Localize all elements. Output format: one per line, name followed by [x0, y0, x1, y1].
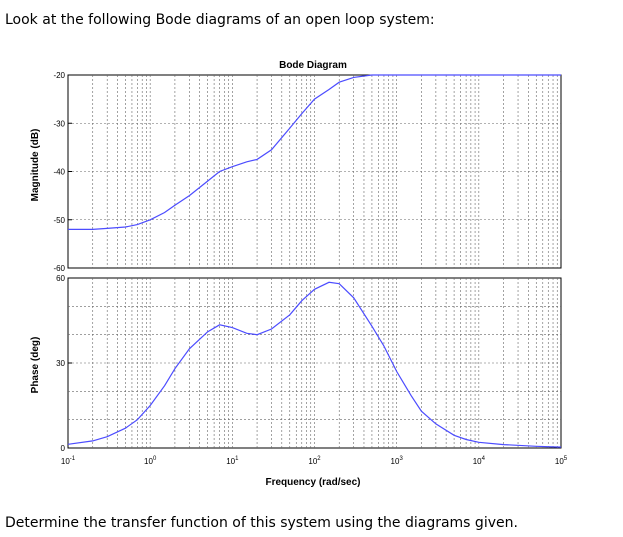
- magnitude-ytick-label: -60: [53, 264, 65, 273]
- magnitude-ytick-label: -40: [53, 168, 65, 177]
- magnitude-ytick-label: -20: [53, 71, 65, 80]
- phase-axis-label: Phase (deg): [30, 337, 41, 394]
- xtick-label: 102: [308, 456, 321, 466]
- magnitude-ytick-label: -50: [53, 216, 65, 225]
- xtick-label: 10-1: [61, 456, 76, 466]
- xtick-label: 103: [391, 456, 404, 466]
- phase-plot: 0 30 60 10-1 100 101 102 103 104 105: [56, 274, 568, 466]
- phase-ytick-label: 0: [61, 444, 66, 453]
- question-intro-text: Look at the following Bode diagrams of a…: [5, 12, 435, 28]
- question-task-text: Determine the transfer function of this …: [5, 515, 518, 531]
- phase-ytick-label: 30: [56, 359, 65, 368]
- magnitude-axis-label: Magnitude (dB): [30, 129, 41, 202]
- xtick-label: 101: [226, 456, 239, 466]
- xtick-label: 104: [473, 456, 486, 466]
- phase-curve: [67, 281, 562, 448]
- chart-title: Bode Diagram: [279, 60, 347, 71]
- magnitude-plot: -60 -50 -40 -30 -20: [53, 71, 562, 273]
- magnitude-ytick-label: -30: [53, 119, 65, 128]
- phase-ytick-label: 60: [56, 274, 65, 283]
- frequency-axis-label: Frequency (rad/sec): [265, 477, 360, 488]
- magnitude-curve: [68, 74, 561, 230]
- xtick-label: 105: [555, 456, 568, 466]
- xtick-label: 100: [144, 456, 157, 466]
